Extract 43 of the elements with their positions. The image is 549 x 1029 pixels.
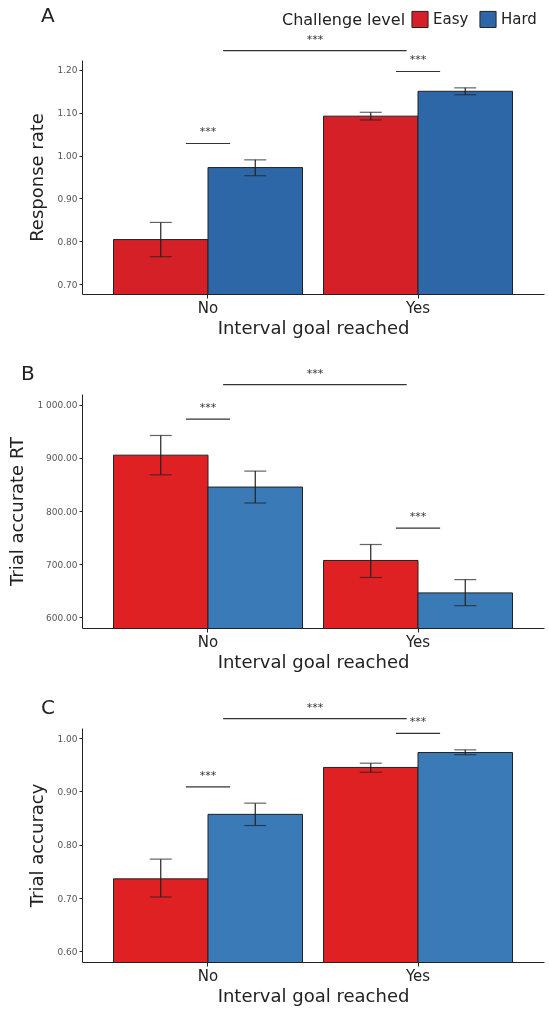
chart-title: C — [40, 694, 55, 719]
x-tick-label: Yes — [404, 966, 431, 985]
annotation: *** — [199, 768, 217, 782]
text: *** — [306, 366, 324, 380]
legend-title: Challenge level — [282, 10, 406, 29]
x-tick-label: Yes — [404, 298, 431, 317]
y-tick-label: 0.60 — [57, 946, 78, 957]
y-tick-label: 0.70 — [57, 279, 78, 290]
chart-title: A — [40, 3, 55, 27]
y-axis-title: Response rate — [26, 113, 48, 242]
x-tick-label: Yes — [404, 632, 431, 651]
y-tick-label: 800.00 — [46, 506, 78, 517]
x-axis-title: Interval goal reached — [217, 316, 410, 338]
annotation: *** — [409, 715, 427, 729]
y-tick-label: 900.00 — [46, 453, 78, 464]
y-axis-title: Trial accuracy — [26, 783, 48, 909]
y-tick-label: 700.00 — [46, 559, 78, 570]
y-tick-label: 0.80 — [57, 236, 78, 247]
y-tick-label: 600.00 — [46, 612, 78, 623]
y-tick-label: 1.10 — [57, 108, 78, 119]
y-tick-label: 0.90 — [57, 786, 78, 797]
x-tick-label: No — [197, 966, 219, 985]
annotation: *** — [409, 510, 427, 524]
y-tick-label: 1.00 — [57, 733, 78, 744]
y-tick-label: 0.70 — [57, 893, 78, 904]
y-tick-label: 0.80 — [57, 840, 78, 851]
x-tick-label: No — [197, 632, 219, 651]
legend-label: Hard — [501, 10, 537, 29]
text: *** — [306, 700, 324, 714]
legend-label: Easy — [433, 10, 469, 29]
y-tick-label: 0.90 — [57, 193, 78, 204]
x-axis-title: Interval goal reached — [217, 984, 410, 1006]
y-tick-label: 1 000.00 — [37, 400, 78, 411]
text: *** — [306, 32, 324, 46]
annotation: *** — [409, 53, 427, 67]
annotation: *** — [199, 401, 217, 415]
y-tick-label: 1.20 — [57, 65, 78, 76]
annotation: *** — [199, 125, 217, 139]
x-axis-title: Interval goal reached — [217, 650, 410, 672]
y-axis-title: Trial accurate RT — [6, 435, 28, 588]
x-tick-label: No — [197, 298, 219, 317]
y-tick-label: 1.00 — [57, 151, 78, 162]
chart-title: B — [20, 360, 35, 385]
